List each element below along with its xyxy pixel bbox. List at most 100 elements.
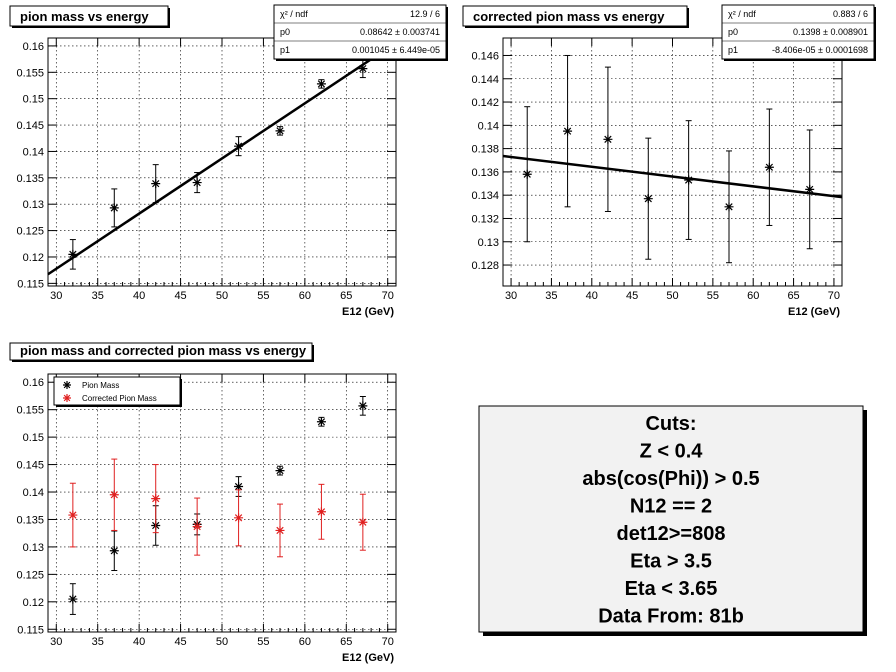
y-tick-label: 0.146 <box>471 50 499 62</box>
chart-panel-1: 30 35 40 45 50 55 60 65 70 0.115 0.12 0.125 0.13 0.13… <box>9 4 448 318</box>
data-point <box>724 202 734 212</box>
data-point <box>192 522 202 532</box>
title-box <box>462 5 688 27</box>
x-axis-label: E12 (GeV) <box>342 306 394 318</box>
y-tick-label: 0.144 <box>471 74 499 86</box>
data-point <box>68 594 78 604</box>
y-tick-label: 0.14 <box>23 146 44 158</box>
chart-title: corrected pion mass vs energy <box>473 9 665 24</box>
title-box <box>9 342 313 361</box>
legend-label: Pion Mass <box>82 381 119 390</box>
x-tick-label: 55 <box>257 636 269 648</box>
y-tick-label: 0.145 <box>16 460 44 472</box>
y-tick-label: 0.135 <box>16 173 44 185</box>
x-tick-label: 35 <box>92 290 104 302</box>
x-tick-label: 45 <box>174 636 186 648</box>
stats-label: p1 <box>728 45 738 55</box>
stats-value: 12.9 / 6 <box>410 9 440 19</box>
data-point <box>68 510 78 520</box>
stats-value: 0.001045 ± 6.449e-05 <box>352 45 440 55</box>
cuts-line: Cuts: <box>645 413 696 435</box>
x-tick-label: 40 <box>133 636 145 648</box>
title-box <box>9 5 169 27</box>
stats-value: 0.08642 ± 0.003741 <box>360 27 440 37</box>
x-tick-label: 30 <box>505 290 517 302</box>
y-tick-label: 0.16 <box>23 41 44 53</box>
x-tick-label: 50 <box>216 636 228 648</box>
x-tick-label: 65 <box>787 290 799 302</box>
chart-panel-3: 30 35 40 45 50 55 60 65 70 0.115 0.12 0.125 0.13 0.13… <box>9 342 397 664</box>
x-tick-label: 45 <box>626 290 638 302</box>
cuts-line: Eta > 3.5 <box>630 551 712 573</box>
cuts-line: abs(cos(Phi)) > 0.5 <box>582 468 759 490</box>
data-point <box>316 417 326 427</box>
data-point <box>358 401 368 411</box>
data-point <box>275 466 285 476</box>
stats-label: p0 <box>280 27 290 37</box>
y-tick-label: 0.15 <box>23 94 44 106</box>
y-tick-label: 0.125 <box>16 226 44 238</box>
legend-box <box>53 376 181 406</box>
data-point <box>234 482 244 492</box>
data-point <box>68 249 78 259</box>
stats-label: χ² / ndf <box>728 9 756 19</box>
x-tick-label: 40 <box>133 290 145 302</box>
stats-label: p0 <box>728 27 738 37</box>
y-tick-label: 0.16 <box>23 377 44 389</box>
stats-label: χ² / ndf <box>280 9 308 19</box>
y-tick-label: 0.138 <box>471 144 499 156</box>
data-point <box>192 178 202 188</box>
stats-label: p1 <box>280 45 290 55</box>
y-tick-label: 0.155 <box>16 405 44 417</box>
legend-marker <box>63 394 71 402</box>
cuts-box <box>478 405 864 633</box>
y-tick-label: 0.115 <box>17 278 44 290</box>
x-tick-label: 55 <box>707 290 719 302</box>
y-tick-label: 0.142 <box>471 97 499 109</box>
x-tick-label: 60 <box>747 290 759 302</box>
cuts-line: Z < 0.4 <box>640 441 704 463</box>
y-tick-label: 0.12 <box>23 597 44 609</box>
x-axis-label: E12 (GeV) <box>788 306 840 318</box>
y-tick-label: 0.13 <box>478 237 499 249</box>
y-tick-label: 0.125 <box>16 569 44 581</box>
x-tick-label: 60 <box>299 636 311 648</box>
cuts-line: Eta < 3.65 <box>625 578 718 600</box>
data-point <box>316 507 326 517</box>
x-tick-label: 35 <box>92 636 104 648</box>
x-tick-label: 70 <box>382 290 394 302</box>
fit-line <box>502 154 843 199</box>
data-point <box>522 169 532 179</box>
stats-box <box>273 4 447 60</box>
x-tick-label: 70 <box>828 290 840 302</box>
y-tick-label: 0.136 <box>471 167 499 179</box>
y-tick-label: 0.145 <box>16 120 44 132</box>
y-tick-label: 0.14 <box>23 487 44 499</box>
stats-value: 0.883 / 6 <box>833 9 868 19</box>
series-1 <box>522 54 815 264</box>
x-tick-label: 55 <box>257 290 269 302</box>
x-tick-label: 45 <box>174 290 186 302</box>
series-1 <box>68 59 368 270</box>
y-tick-label: 0.12 <box>23 252 44 264</box>
x-tick-label: 65 <box>340 636 352 648</box>
data-point <box>316 79 326 89</box>
x-tick-label: 50 <box>666 290 678 302</box>
chart-title: pion mass and corrected pion mass vs ene… <box>20 343 307 358</box>
data-point <box>151 494 161 504</box>
stats-value: 0.1398 ± 0.008901 <box>793 27 868 37</box>
y-tick-label: 0.115 <box>17 624 44 636</box>
data-point <box>563 126 573 136</box>
chart-panel-2: 30 35 40 45 50 55 60 65 70 0.128 0.13 0.132 0.134 0.1… <box>462 4 876 318</box>
data-point <box>109 546 119 556</box>
data-point <box>603 134 613 144</box>
data-point <box>684 175 694 185</box>
legend-marker <box>63 381 71 389</box>
x-tick-label: 60 <box>299 290 311 302</box>
y-tick-label: 0.155 <box>16 67 44 79</box>
x-axis-label: E12 (GeV) <box>342 652 394 664</box>
data-point <box>358 517 368 527</box>
y-tick-label: 0.134 <box>471 190 499 202</box>
chart-title: pion mass vs energy <box>20 9 149 24</box>
